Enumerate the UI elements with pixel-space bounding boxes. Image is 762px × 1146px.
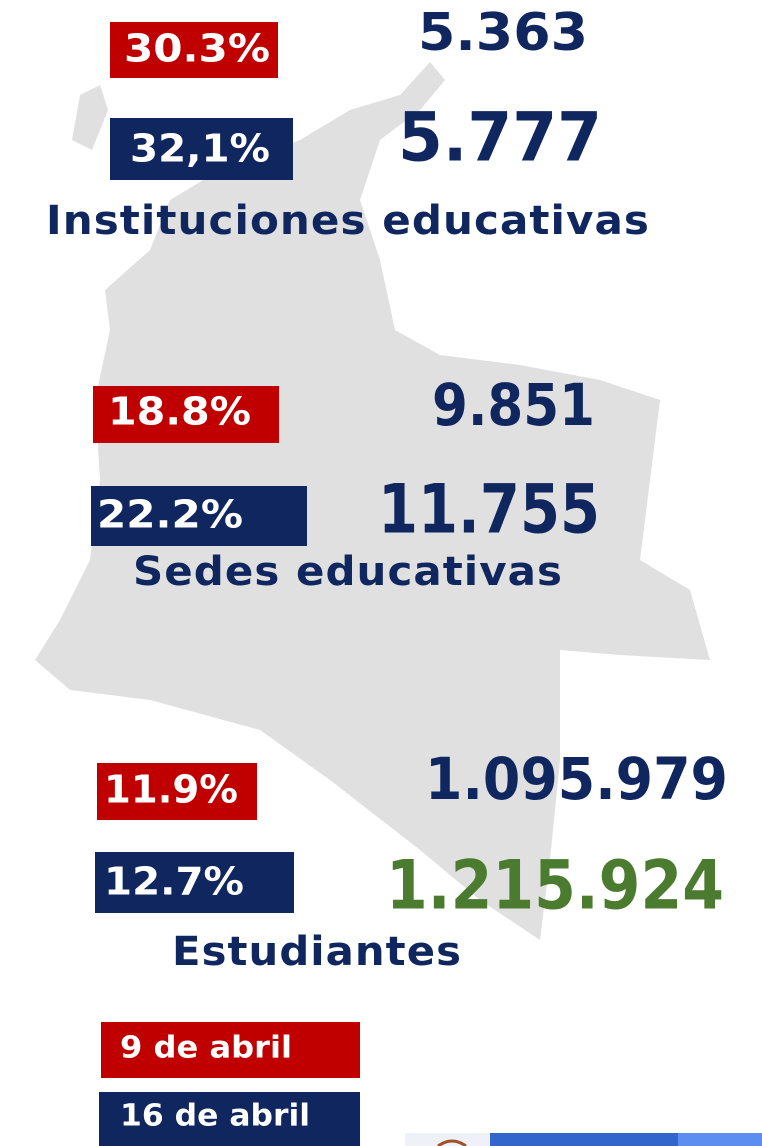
previous-value: 1.095.979 bbox=[425, 745, 728, 813]
section-label: Sedes educativas bbox=[133, 549, 563, 595]
current-badge bbox=[91, 486, 307, 546]
section-label: Instituciones educativas bbox=[46, 198, 650, 244]
current-value: 5.777 bbox=[398, 99, 602, 178]
legend-previous bbox=[101, 1022, 360, 1078]
map-background bbox=[35, 62, 710, 940]
footer-logo-icon bbox=[437, 1139, 467, 1146]
footer-logo-bar-blue bbox=[490, 1133, 678, 1146]
previous-value: 9.851 bbox=[432, 371, 595, 439]
island bbox=[72, 85, 108, 150]
current-value: 11.755 bbox=[378, 471, 600, 550]
legend-label: 9 de abril bbox=[120, 1031, 292, 1066]
current-value: 1.215.924 bbox=[386, 847, 724, 926]
previous-badge bbox=[93, 386, 279, 443]
current-pct: 12.7% bbox=[104, 860, 244, 904]
current-badge bbox=[110, 118, 293, 180]
current-pct: 22.2% bbox=[97, 493, 243, 537]
previous-pct: 18.8% bbox=[108, 390, 251, 434]
previous-badge bbox=[97, 763, 257, 820]
previous-pct: 11.9% bbox=[104, 768, 238, 812]
section-label: Estudiantes bbox=[172, 929, 462, 975]
current-badge bbox=[95, 852, 294, 913]
current-pct: 32,1% bbox=[130, 127, 270, 171]
previous-value: 5.363 bbox=[418, 3, 588, 63]
legend-current bbox=[99, 1092, 360, 1146]
previous-pct: 30.3% bbox=[124, 27, 270, 71]
legend-label: 16 de abril bbox=[120, 1099, 310, 1134]
footer-logo-bar-light bbox=[678, 1133, 762, 1146]
previous-badge bbox=[110, 22, 278, 78]
